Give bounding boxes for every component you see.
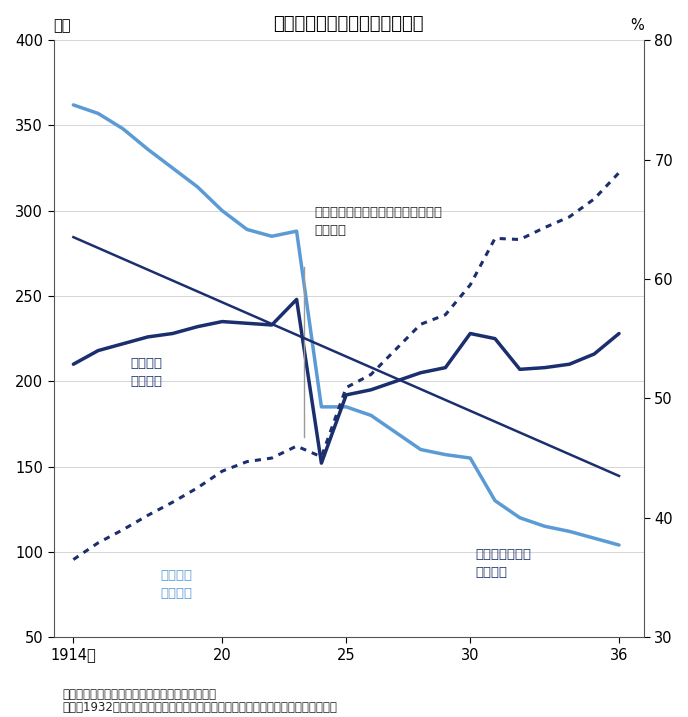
Text: 市部人口シェア
（右軸）: 市部人口シェア （右軸） — [475, 548, 531, 579]
Text: 市部人口
（左軸）: 市部人口 （左軸） — [131, 357, 162, 389]
Title: 東京府の市部と郡部の人口分布: 東京府の市部と郡部の人口分布 — [273, 15, 424, 33]
Text: （出所）「東京府統計書」各年版を基に筆者作成: （出所）「東京府統計書」各年版を基に筆者作成 — [62, 688, 216, 701]
Text: 万人: 万人 — [54, 18, 71, 33]
Text: %: % — [630, 18, 644, 33]
Text: 郡部人口
（左軸）: 郡部人口 （左軸） — [160, 569, 192, 600]
Text: （注）1932年の東京市域拡大以後についても、拡大以前の市・郡地域の人口を示す: （注）1932年の東京市域拡大以後についても、拡大以前の市・郡地域の人口を示す — [62, 701, 337, 714]
Text: 震災前の市部人口シェアのトレンド
（右軸）: 震災前の市部人口シェアのトレンド （右軸） — [314, 206, 442, 237]
